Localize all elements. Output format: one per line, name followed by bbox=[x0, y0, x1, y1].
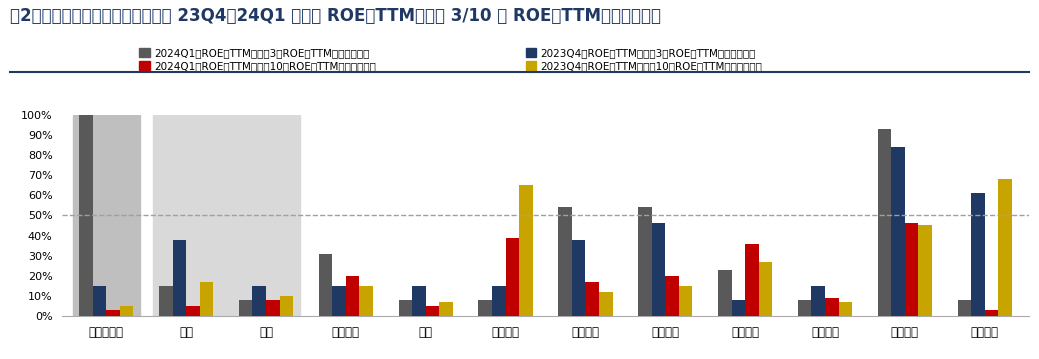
Text: 图2：基建地产链及主要子行业截至 23Q4、24Q1 对应的 ROE（TTM）在近 3/10 年 ROE（TTM）中的分位值: 图2：基建地产链及主要子行业截至 23Q4、24Q1 对应的 ROE（TTM）在… bbox=[10, 7, 662, 25]
Bar bbox=[159, 286, 172, 316]
Bar bbox=[106, 310, 119, 316]
Bar bbox=[665, 276, 678, 316]
Bar bbox=[412, 286, 426, 316]
Bar bbox=[891, 147, 905, 316]
Bar bbox=[811, 286, 825, 316]
Bar bbox=[332, 286, 346, 316]
Bar bbox=[92, 286, 106, 316]
Bar bbox=[745, 243, 758, 316]
Bar bbox=[186, 306, 199, 316]
Bar bbox=[478, 300, 492, 316]
Bar bbox=[678, 286, 692, 316]
Bar bbox=[878, 129, 891, 316]
Bar bbox=[252, 286, 266, 316]
Bar bbox=[798, 300, 811, 316]
Bar bbox=[598, 292, 613, 316]
Bar bbox=[172, 239, 186, 316]
Bar bbox=[266, 300, 279, 316]
Bar bbox=[838, 302, 852, 316]
Bar bbox=[571, 239, 585, 316]
Bar bbox=[426, 306, 439, 316]
Bar bbox=[279, 296, 293, 316]
Bar bbox=[638, 208, 651, 316]
Bar bbox=[958, 300, 971, 316]
Bar bbox=[239, 300, 252, 316]
Bar bbox=[119, 306, 133, 316]
Bar bbox=[558, 208, 571, 316]
Bar bbox=[985, 310, 998, 316]
Bar bbox=[651, 223, 665, 316]
Bar bbox=[758, 262, 772, 316]
Bar bbox=[585, 282, 598, 316]
Bar bbox=[399, 300, 412, 316]
Bar bbox=[346, 276, 359, 316]
Bar bbox=[73, 115, 140, 316]
Legend: 2023Q4的ROE（TTM）在近3年ROE（TTM）中的分位值, 2023Q4的ROE（TTM）在近10年ROE（TTM）中的分位值: 2023Q4的ROE（TTM）在近3年ROE（TTM）中的分位值, 2023Q4… bbox=[522, 44, 767, 75]
Bar bbox=[520, 185, 533, 316]
Bar bbox=[79, 115, 92, 316]
Bar bbox=[905, 223, 918, 316]
Bar bbox=[825, 298, 838, 316]
Bar bbox=[199, 282, 213, 316]
Bar bbox=[439, 302, 453, 316]
Bar bbox=[718, 270, 731, 316]
Bar bbox=[492, 286, 506, 316]
Bar bbox=[998, 179, 1012, 316]
Bar bbox=[153, 115, 299, 316]
Bar bbox=[359, 286, 373, 316]
Bar bbox=[971, 193, 985, 316]
Bar bbox=[731, 300, 745, 316]
Bar bbox=[918, 225, 932, 316]
Bar bbox=[319, 253, 332, 316]
Bar bbox=[506, 238, 520, 316]
